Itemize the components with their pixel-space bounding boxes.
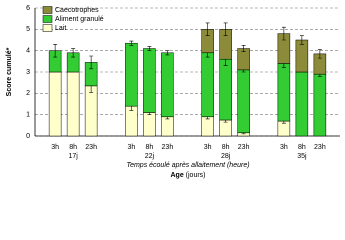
x-tick-label: 3h bbox=[204, 144, 212, 151]
bar-segment bbox=[84, 85, 98, 137]
y-tick-label: 1 bbox=[26, 112, 30, 119]
error-bar bbox=[299, 35, 304, 45]
group-label: 28j bbox=[221, 153, 231, 160]
y-tick-label: 6 bbox=[26, 5, 30, 12]
x-axis-label: Temps écoulé après allaitement (heure) bbox=[126, 162, 249, 169]
x-tick-label: 3h bbox=[280, 144, 288, 151]
error-bar bbox=[165, 50, 170, 56]
x-axis-sublabel: Age (jours) bbox=[170, 172, 205, 179]
x-sublabel-bold: Age bbox=[170, 172, 183, 179]
x-tick-label: 23h bbox=[238, 144, 250, 151]
x-sublabel-text: (jours) bbox=[186, 172, 206, 179]
y-tick-label: 3 bbox=[26, 69, 30, 76]
bar-segment bbox=[277, 63, 291, 122]
bar-segment bbox=[161, 116, 174, 137]
bar-segment bbox=[48, 71, 62, 137]
bar-segment bbox=[66, 71, 80, 137]
y-axis-label: Score cumulé* bbox=[6, 47, 13, 96]
x-tick-label: 23h bbox=[314, 144, 326, 151]
bar-segment bbox=[143, 48, 156, 113]
error-bar bbox=[89, 55, 94, 70]
x-tick-label: 8h bbox=[222, 144, 230, 151]
x-tick-label: 8h bbox=[69, 144, 77, 151]
error-bar bbox=[281, 26, 286, 41]
bar-segment bbox=[237, 69, 250, 134]
y-tick-label: 2 bbox=[26, 90, 30, 97]
x-tick-label: 3h bbox=[51, 144, 59, 151]
error-bar bbox=[53, 43, 58, 58]
bar-segment bbox=[201, 116, 214, 137]
legend-swatch bbox=[42, 6, 53, 14]
y-tick-label: 0 bbox=[26, 133, 30, 140]
error-bar bbox=[147, 46, 152, 51]
x-tick-label: 8h bbox=[145, 144, 153, 151]
error-bar bbox=[205, 22, 210, 37]
legend-swatch bbox=[42, 24, 53, 32]
y-tick-label: 4 bbox=[26, 48, 30, 55]
bar-segment bbox=[219, 58, 232, 121]
x-tick-label: 23h bbox=[162, 144, 174, 151]
bar-segment bbox=[161, 52, 174, 118]
group-label: 22j bbox=[145, 153, 155, 160]
legend-label: Aliment granulé bbox=[55, 16, 104, 23]
y-tick-label: 5 bbox=[26, 26, 30, 33]
bar-segment bbox=[201, 52, 214, 118]
bar-segment bbox=[143, 112, 156, 137]
error-bar bbox=[241, 45, 246, 53]
legend-label: Caecotrophes bbox=[55, 7, 99, 14]
bar-segment bbox=[313, 73, 327, 137]
bar-segment bbox=[125, 42, 138, 107]
error-bar bbox=[223, 22, 228, 37]
x-tick-label: 3h bbox=[127, 144, 135, 151]
bar-segment bbox=[295, 71, 309, 137]
legend-swatch bbox=[42, 15, 53, 23]
group-label: 35j bbox=[297, 153, 307, 160]
x-tick-label: 23h bbox=[85, 144, 97, 151]
error-bar bbox=[71, 48, 76, 58]
error-bar bbox=[129, 40, 134, 46]
legend-label: Lait bbox=[55, 25, 66, 32]
chart: Score cumulé* Temps écoulé après allaite… bbox=[6, 5, 340, 179]
group-label: 17j bbox=[68, 153, 78, 160]
error-bar bbox=[317, 49, 322, 59]
x-tick-label: 8h bbox=[298, 144, 306, 151]
bar-segment bbox=[295, 39, 309, 73]
